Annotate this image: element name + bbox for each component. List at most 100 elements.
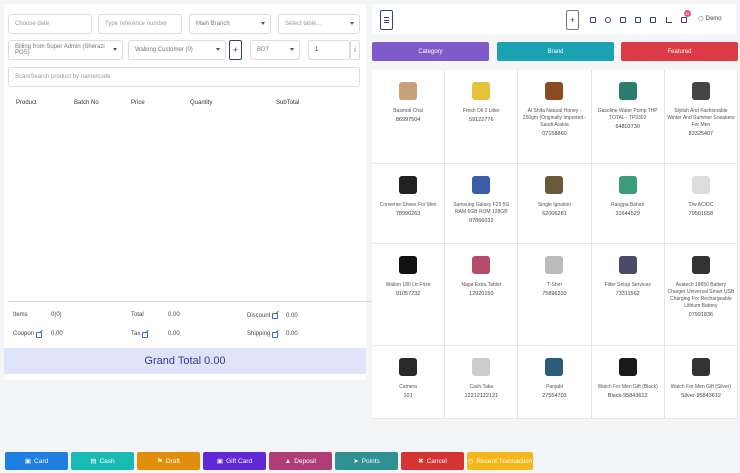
date-input[interactable]: Choose date [8,14,92,34]
product-name: Watch For Men Gift (Silver) [670,384,732,390]
col-quantity: Quantity [190,100,213,106]
product-name: Single Ignation [537,202,572,208]
product-card[interactable]: Basmoti Chal 86997504 [372,70,446,164]
cash-register-icon[interactable] [635,17,641,23]
cash-label: Cash [99,457,115,465]
customer-select[interactable]: Walking Customer (0) [128,40,226,60]
product-code: 73311562 [615,291,640,297]
fullscreen-icon[interactable] [590,17,596,23]
add-customer-button[interactable]: + [229,40,242,60]
tab-brand[interactable]: Brand [497,42,614,61]
reference-input[interactable]: Type reference number [98,14,182,34]
top-bar: + 37 Demo [372,4,736,34]
gift-card-button[interactable]: ▣ Gift Card [203,452,266,470]
coupon-value: 0.00 [51,331,63,337]
table-select[interactable]: Select table... [278,14,360,34]
quantity-input[interactable]: 1 [308,40,350,60]
edit-tax-icon[interactable] [142,332,148,338]
printer-icon[interactable] [620,17,626,23]
deposit-button[interactable]: ▲ Deposit [269,452,332,470]
edit-discount-icon[interactable] [272,313,278,319]
chart-line-icon[interactable] [666,17,672,23]
product-card[interactable]: Watch For Men Gift (Black) Black-95843612 [591,346,665,419]
product-code: 07991836 [688,312,714,318]
col-product: Product [16,100,37,106]
product-card[interactable]: Panjabi 27554703 [518,346,592,419]
draft-button[interactable]: ⚑ Draft [137,452,200,470]
discount-value: 0.00 [286,313,298,319]
branch-select[interactable]: Main Branch [189,14,271,34]
product-card[interactable]: Watch For Men Gift (Silver) Silver-958436… [664,346,738,419]
chevron-down-icon [290,48,294,51]
add-button[interactable]: + [566,10,579,30]
product-card[interactable]: Filter Setup Services 73311562 [591,244,665,346]
product-card[interactable]: Camera 101 [372,346,446,419]
tab-category[interactable]: Category [372,42,489,61]
cancel-label: Cancel [426,457,447,465]
total-value: 0.00 [168,312,180,318]
product-code: 78990263 [395,211,421,217]
product-image [545,358,564,376]
cancel-button[interactable]: ✖ Cancel [401,452,464,470]
bell-icon[interactable] [681,17,687,23]
recent-transaction-button[interactable]: ◷ Recent Transaction [467,452,533,470]
info-icon[interactable]: i [350,40,360,60]
points-button[interactable]: ➤ Points [335,452,398,470]
product-card[interactable]: Rangpa Bahari 31644529 [591,164,665,244]
product-name: Stylish And Fashionable Winter And Summe… [667,108,735,128]
cash-button[interactable]: ▤ Cash [71,452,134,470]
product-image [618,82,637,100]
product-image [618,256,637,274]
product-image [399,82,418,100]
product-card[interactable]: Samsung Galaxy F23 5G RAM 6GB ROM 128GB 9… [445,164,519,244]
product-name: 'Dw AC/DC [688,202,714,208]
product-card[interactable]: Single Ignation 62006281 [518,164,592,244]
biller-value: Billing from Super Admin (Sherazi POS) [15,44,105,56]
product-image [545,256,564,274]
bag-icon[interactable] [650,17,656,23]
shipping-label: Shipping [247,331,271,337]
col-batch: Batch No [74,100,99,106]
shipping-value: 0.00 [286,331,298,337]
product-card[interactable]: T-Shirt 75896333 [518,244,592,346]
chevron-down-icon [216,48,220,51]
product-code: 12920150 [469,291,494,297]
product-card[interactable]: Walton 180 Ltr Frize 91057232 [372,244,446,346]
user-menu[interactable]: Demo [698,16,722,22]
product-card[interactable]: Al Shifa Natural Honey - 250gm (Original… [518,70,592,164]
deposit-label: Deposit [294,457,317,465]
product-card[interactable]: Cash Taka 12212122121 [445,346,519,419]
card-button[interactable]: ▣ Card [5,452,68,470]
branch-value: Main Branch [196,21,230,27]
edit-coupon-icon[interactable] [36,332,42,338]
chevron-down-icon [113,48,117,51]
product-card[interactable]: Napa Extra Tablet 12920150 [445,244,519,346]
product-name: Watch For Men Gift (Black) [597,384,658,390]
product-name: Rangpa Bahari [611,202,645,208]
product-code: 83325407 [688,131,714,137]
customer-value: Walking Customer (0) [135,47,193,53]
menu-toggle-button[interactable] [380,10,393,30]
tax-label: Tax [131,331,141,337]
product-search-input[interactable]: Scan/Search product by name/code [8,67,360,87]
product-image [618,176,637,194]
product-code: Silver-95843612 [680,393,721,399]
product-card[interactable]: Avatech 18650 Battery Charger Universal … [664,244,738,346]
col-price: Price [131,100,145,106]
product-card[interactable]: 'Dw AC/DC 79501658 [664,164,738,244]
edit-shipping-icon[interactable] [272,332,278,338]
currency-select[interactable]: BDT [250,40,300,60]
coupon-label: Coupon [13,331,35,337]
product-image [399,256,418,274]
tab-featured[interactable]: Featured [621,42,738,61]
tax-value: 0.00 [168,331,180,337]
biller-select[interactable]: Billing from Super Admin (Sherazi POS) [8,40,123,60]
product-code: 91057232 [395,291,421,297]
product-card[interactable]: Converse Shoes For Men 78990263 [372,164,446,244]
product-code: Black-95843612 [607,393,648,399]
globe-icon[interactable] [605,17,611,23]
points-label: Points [361,457,380,465]
product-card[interactable]: Fresh Oil 2 Litter 59122776 [445,70,519,164]
product-card[interactable]: Stylish And Fashionable Winter And Summe… [664,70,738,164]
product-card[interactable]: Gasoline Water Pump 7HP TOTAL - TP3302 64… [591,70,665,164]
